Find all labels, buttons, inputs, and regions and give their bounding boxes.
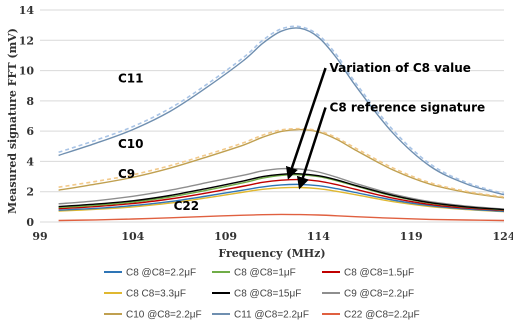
x-tick-label: 109 <box>214 230 237 243</box>
series-line <box>58 25 505 195</box>
grid-lines <box>40 9 504 223</box>
x-tick-label: 119 <box>400 230 423 243</box>
legend-label: C8 @C8=15μF <box>234 289 301 300</box>
series-line <box>58 186 505 213</box>
annotation-label: C22 <box>174 199 200 213</box>
legend-label: C8 @C8=1μF <box>234 268 296 279</box>
y-tick-label: 2 <box>26 186 34 199</box>
legend-label: C22 @C8=2.2μF <box>344 310 420 321</box>
annotation-arrow <box>285 67 327 180</box>
x-tick-label: 104 <box>121 230 144 243</box>
series-line <box>58 27 505 196</box>
series-lines <box>58 25 505 222</box>
y-axis-title: Measured signature FFT (mV) <box>6 28 19 214</box>
x-tick-label: 124 <box>493 230 513 243</box>
y-tick-label: 12 <box>19 34 34 47</box>
x-tick-label: 114 <box>307 230 330 243</box>
annotation-label: C8 reference signature <box>330 100 486 114</box>
annotation-label: C10 <box>118 137 144 151</box>
legend-label: C11 @C8=2.2μF <box>234 310 309 321</box>
x-axis-title: Frequency (MHz) <box>218 247 325 260</box>
annotation-arrow <box>296 107 327 190</box>
series-line <box>58 183 505 213</box>
legend-label: C8 @C8=1.5μF <box>344 268 414 279</box>
legend-label: C10 @C8=2.2μF <box>126 310 202 321</box>
y-tick-label: 14 <box>19 4 35 17</box>
y-tick-label: 4 <box>26 155 34 168</box>
annotation-label: C11 <box>118 72 144 86</box>
series-line <box>58 213 505 222</box>
y-tick-label: 6 <box>26 125 34 138</box>
x-tick-label: 99 <box>32 230 47 243</box>
annotations: C11 C10 C9 C22 Variation of C8 value C8 refer… <box>118 61 485 213</box>
tick-labels: 0 2 4 6 8 10 12 14 99 104 109 114 119 124 <box>19 4 513 243</box>
legend-label: C8 @C8=2.2μF <box>126 268 196 279</box>
legend-label: C8 C8=3.3μF <box>126 289 186 300</box>
y-tick-label: 8 <box>26 95 34 108</box>
legend: C8 @C8=2.2μF C8 @C8=1μF C8 @C8=1.5μF C8 C8=… <box>104 268 420 321</box>
series-line <box>58 128 505 199</box>
y-tick-label: 0 <box>26 216 34 229</box>
annotation-label: Variation of C8 value <box>330 61 471 75</box>
series-line <box>58 127 505 198</box>
annotation-label: C9 <box>118 167 135 181</box>
legend-label: C9 @C8=2.2μF <box>344 289 414 300</box>
y-tick-label: 10 <box>19 65 35 78</box>
